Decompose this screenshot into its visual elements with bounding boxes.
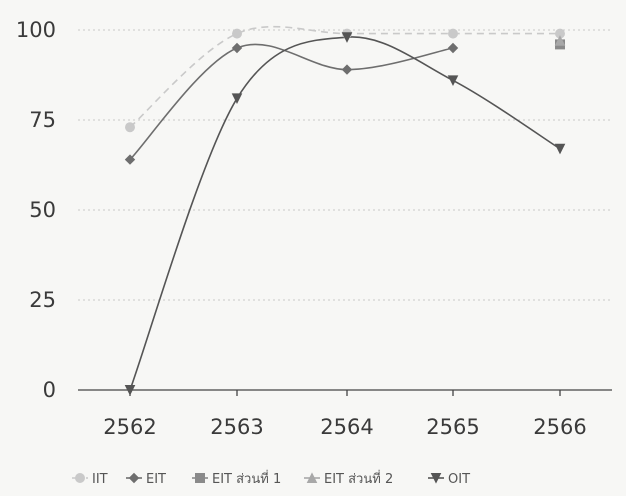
series-line-oit bbox=[129, 36, 561, 391]
y-tick-label: 25 bbox=[29, 288, 56, 312]
data-point bbox=[341, 64, 353, 75]
legend-marker bbox=[75, 473, 85, 483]
legend-item: EIT bbox=[126, 472, 166, 487]
data-point bbox=[232, 28, 242, 39]
series-line-eit bbox=[129, 43, 454, 161]
y-tick-label: 50 bbox=[29, 198, 56, 222]
data-point bbox=[447, 42, 459, 54]
legend-label: EIT ส่วนที่ 1 bbox=[212, 470, 281, 487]
legend-item: IIT bbox=[72, 472, 108, 487]
x-tick-label: 2564 bbox=[320, 415, 373, 439]
data-point bbox=[231, 93, 243, 105]
data-point bbox=[341, 32, 353, 43]
series-line-iit bbox=[129, 25, 560, 128]
axes: 0 25 50 75 100 2562 2563 2564 2565 2566 bbox=[16, 18, 612, 439]
y-tick-label: 0 bbox=[43, 378, 56, 402]
legend-label: EIT ส่วนที่ 2 bbox=[324, 470, 393, 487]
legend-item: OIT bbox=[428, 472, 470, 487]
legend-item: EIT ส่วนที่ 2 bbox=[304, 470, 393, 487]
x-tick-label: 2562 bbox=[103, 415, 156, 439]
data-point bbox=[448, 28, 458, 39]
data-point bbox=[125, 122, 135, 133]
y-tick-label: 100 bbox=[16, 18, 56, 42]
data-point bbox=[124, 385, 136, 396]
legend-marker bbox=[306, 472, 318, 483]
legend: IIT EIT EIT ส่วนที่ 1 EIT ส่วนที่ 2 OIT bbox=[72, 470, 470, 487]
legend-label: EIT bbox=[146, 472, 166, 487]
legend-label: IIT bbox=[92, 472, 108, 487]
data-point bbox=[447, 75, 459, 87]
data-point bbox=[124, 154, 136, 165]
y-tick-label: 75 bbox=[29, 108, 56, 132]
legend-label: OIT bbox=[448, 472, 470, 487]
legend-marker bbox=[430, 473, 442, 484]
data-point bbox=[554, 35, 566, 46]
legend-item: EIT ส่วนที่ 1 bbox=[192, 470, 281, 487]
legend-marker bbox=[128, 472, 140, 484]
series-lines bbox=[129, 25, 561, 391]
x-tick-label: 2563 bbox=[210, 415, 263, 439]
data-markers bbox=[124, 28, 566, 396]
legend-marker bbox=[195, 473, 205, 483]
x-tick-label: 2566 bbox=[533, 415, 586, 439]
x-tick-label: 2565 bbox=[426, 415, 479, 439]
data-point bbox=[231, 42, 243, 54]
data-point bbox=[554, 143, 566, 155]
